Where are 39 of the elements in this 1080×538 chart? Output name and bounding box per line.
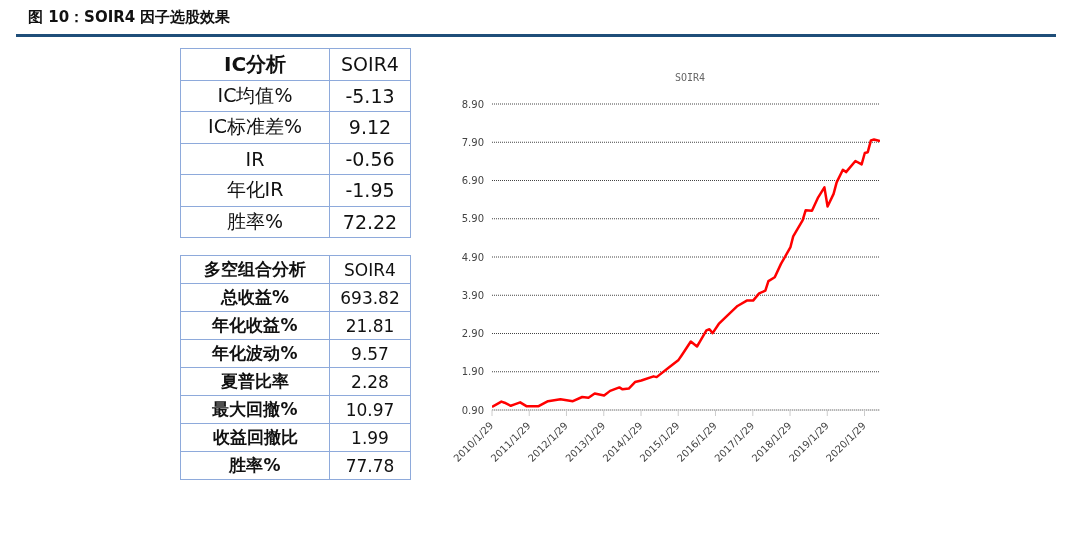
y-tick-label: 4.90	[461, 251, 484, 263]
category-label: 总收益%	[180, 283, 330, 312]
y-tick-label: 0.90	[461, 404, 484, 416]
category-label: 胜率%	[180, 451, 330, 480]
data-label: 693.82	[329, 283, 411, 312]
y-tick-label: 6.90	[461, 175, 484, 187]
y-tick-label: 5.90	[461, 213, 484, 225]
category-label: 年化波动%	[180, 339, 330, 368]
text: 多空组合分析	[180, 255, 330, 284]
data-label: -1.95	[329, 174, 411, 206]
data-label: 10.97	[329, 395, 411, 424]
chart-title: SOIR4	[673, 72, 707, 85]
category-label: 年化IR	[180, 174, 330, 206]
y-tick-label: 8.90	[461, 98, 484, 110]
category-label: 胜率%	[180, 206, 330, 238]
y-tick-label: 3.90	[461, 289, 484, 301]
category-label: IC均值%	[180, 80, 330, 112]
data-label: 72.22	[329, 206, 411, 238]
category-label: 收益回撤比	[180, 423, 330, 452]
caption: 图 10：SOIR4 因子选股效果	[28, 8, 231, 26]
category-label: 夏普比率	[180, 367, 330, 396]
data-label: 2.28	[329, 367, 411, 396]
category-label: 年化收益%	[180, 311, 330, 340]
text: SOIR4	[329, 255, 411, 284]
data-label: 77.78	[329, 451, 411, 480]
data-label: 9.12	[329, 111, 411, 143]
y-tick-label: 2.90	[461, 328, 484, 340]
data-label: 1.99	[329, 423, 411, 452]
data-label: 9.57	[329, 339, 411, 368]
data-label: -5.13	[329, 80, 411, 112]
y-tick-label: 1.90	[461, 366, 484, 378]
category-label: 最大回撤%	[180, 395, 330, 424]
text: IC分析	[180, 48, 330, 80]
text: SOIR4	[329, 48, 411, 80]
y-tick-label: 7.90	[461, 136, 484, 148]
data-label: -0.56	[329, 143, 411, 175]
category-label: IC标准差%	[180, 111, 330, 143]
data-label: 21.81	[329, 311, 411, 340]
category-label: IR	[180, 143, 330, 175]
